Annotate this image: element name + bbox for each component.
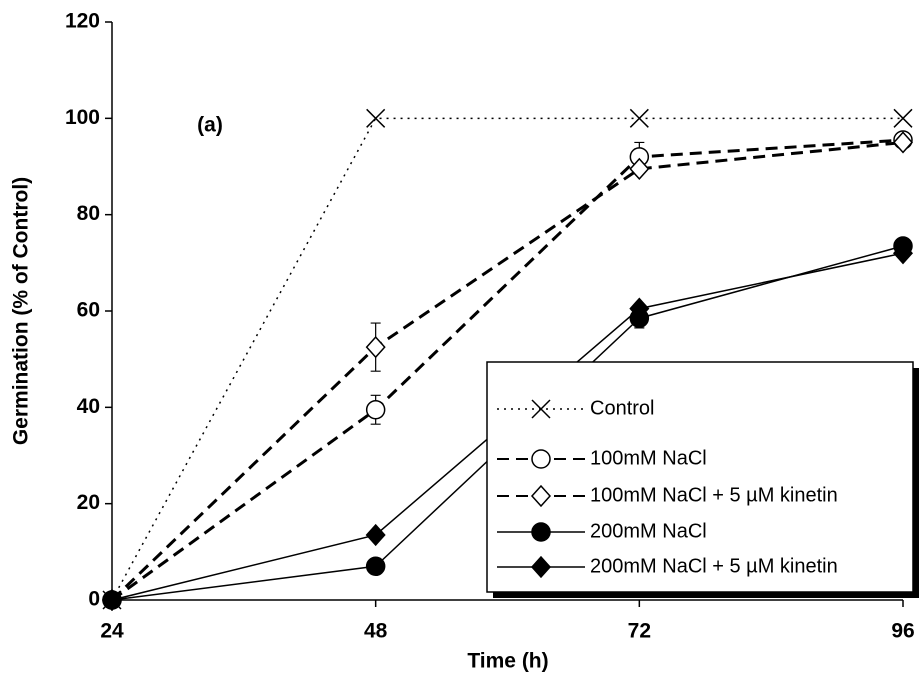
y-tick-label: 80 [77,202,100,225]
y-tick-label: 100 [65,106,100,129]
marker [365,556,386,577]
marker [530,484,552,508]
marker [892,131,914,154]
marker [892,242,914,265]
legend-box [486,361,914,593]
annotation: (a) [197,114,223,137]
y-axis-title: Germination (% of Control) [10,177,33,445]
marker [366,108,386,128]
x-tick-label: 96 [891,620,914,643]
marker [531,399,551,419]
series-line [110,140,904,602]
marker [531,449,551,469]
series-line [111,138,904,602]
legend-label: 100mM NaCl [590,447,707,469]
marker [530,555,552,579]
marker [629,297,650,320]
legend-label: 100mM NaCl + 5 µM kinetin [590,484,838,506]
marker [365,336,386,359]
marker [893,108,913,128]
marker [629,108,649,128]
y-tick-label: 120 [65,10,100,33]
marker [365,399,386,420]
x-tick-label: 48 [364,620,388,643]
x-tick-label: 72 [628,620,651,643]
y-tick-label: 0 [88,588,100,611]
marker [101,588,123,612]
legend-label: 200mM NaCl + 5 µM kinetin [590,555,838,577]
legend-label: Control [590,397,654,419]
marker [531,522,551,542]
y-tick-label: 20 [77,491,100,514]
x-axis-title: Time (h) [467,650,548,673]
legend: Control 100mM NaCl 100mM NaCl + 5 µM kinet… [486,361,919,598]
y-tick-label: 60 [77,299,100,322]
y-tick-label: 40 [77,395,100,418]
marker [365,523,386,547]
legend-label: 200mM NaCl [590,520,707,542]
x-tick-label: 24 [100,620,124,643]
series-line [111,117,903,601]
marker [629,157,650,181]
